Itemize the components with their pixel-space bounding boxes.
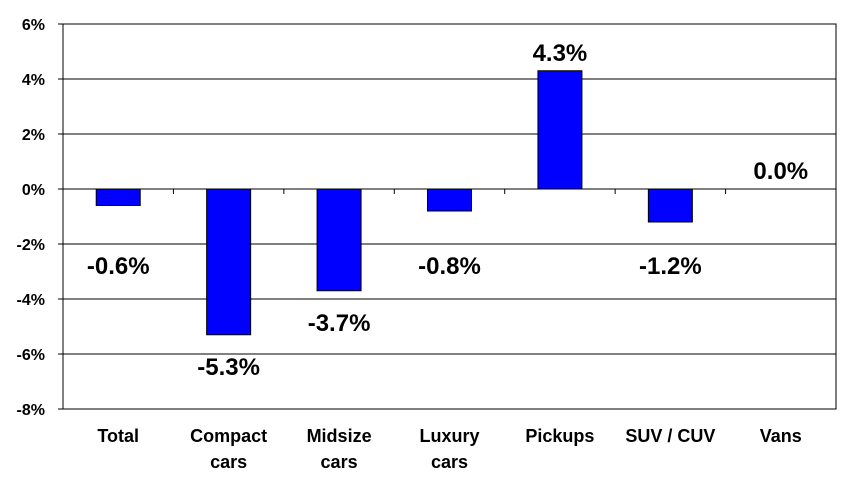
category-label: Compact xyxy=(190,426,267,446)
bar xyxy=(427,188,472,212)
category-label: cars xyxy=(431,452,468,472)
data-label: 4.3% xyxy=(533,40,588,67)
data-label: -0.8% xyxy=(418,253,481,280)
category-label: Vans xyxy=(760,426,802,446)
bar xyxy=(95,188,141,206)
data-label: -1.2% xyxy=(639,253,702,280)
category-label: Pickups xyxy=(525,426,594,446)
y-tick-label: -8% xyxy=(17,402,45,419)
category-label: cars xyxy=(210,452,247,472)
category-label: SUV / CUV xyxy=(625,426,715,446)
data-label: 0.0% xyxy=(753,158,808,185)
plot-area-frame xyxy=(62,23,837,410)
data-label: -5.3% xyxy=(197,354,260,381)
y-tick-label: -2% xyxy=(17,237,45,254)
data-label: -3.7% xyxy=(308,310,371,337)
gridlines xyxy=(63,23,836,410)
x-category-labels: Total Compact cars Midsize cars Luxury cars Pic… xyxy=(97,426,801,472)
y-tick-label: 0% xyxy=(22,182,45,199)
data-labels: -0.6% -5.3% -3.7% -0.8% 4.3% -1.2% 0.0% xyxy=(87,40,808,381)
axes xyxy=(58,23,837,410)
bars xyxy=(95,70,693,336)
bar xyxy=(647,188,693,223)
y-tick-label: 6% xyxy=(22,17,45,34)
y-tick-label: -6% xyxy=(17,347,45,364)
y-tick-labels: 6% 4% 2% 0% -2% -4% -6% -8% xyxy=(17,17,45,419)
bar xyxy=(206,188,252,336)
data-label: -0.6% xyxy=(87,253,150,280)
y-tick-label: 2% xyxy=(22,127,45,144)
category-label: Luxury xyxy=(419,426,479,446)
y-tick-label: -4% xyxy=(17,292,45,309)
category-label: cars xyxy=(321,452,358,472)
bar xyxy=(537,70,583,190)
y-tick-label: 4% xyxy=(22,72,45,89)
category-label: Midsize xyxy=(307,426,372,446)
bar xyxy=(316,188,362,292)
category-label: Total xyxy=(97,426,139,446)
